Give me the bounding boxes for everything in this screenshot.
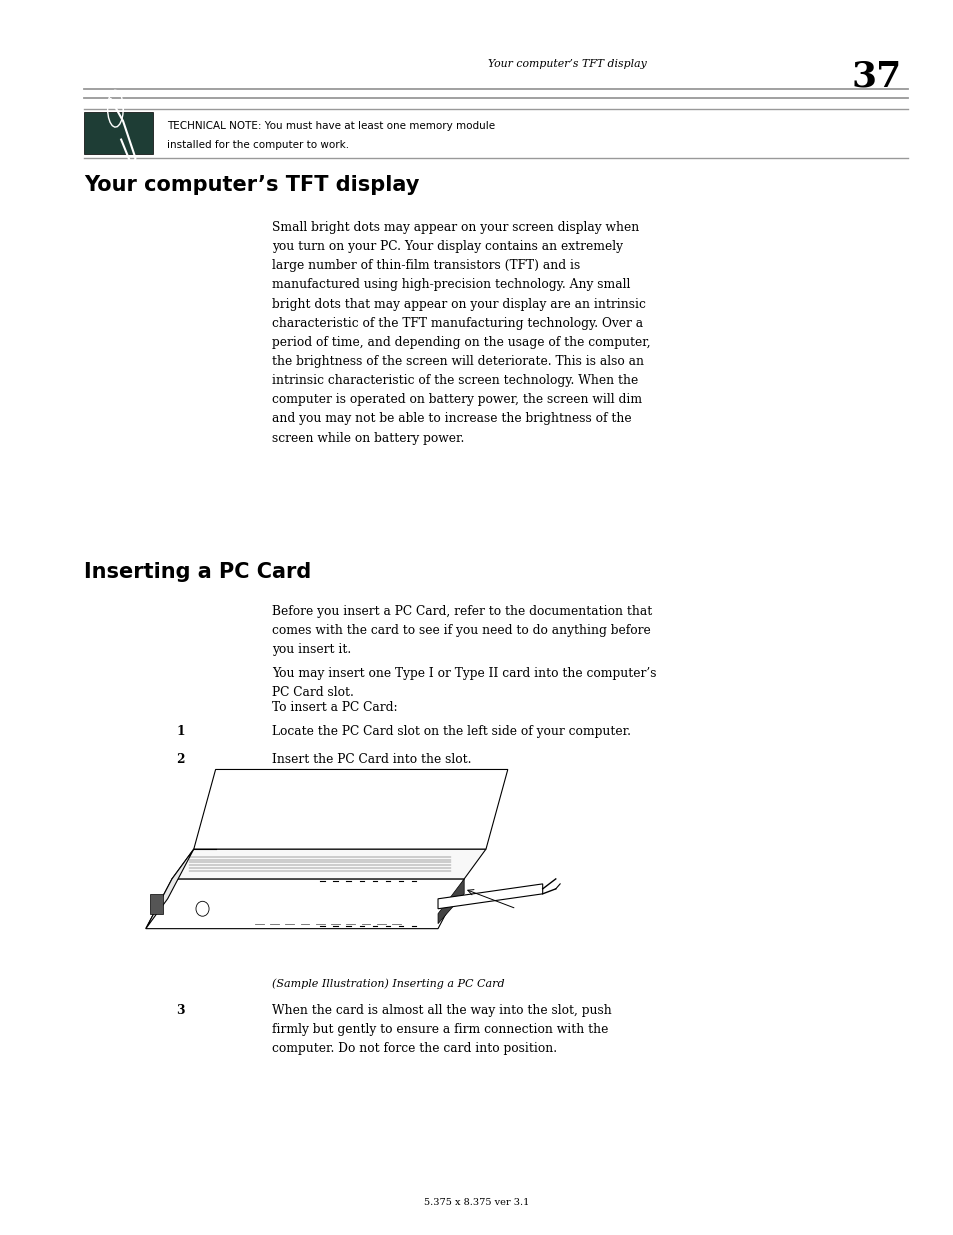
Text: TECHNICAL NOTE: You must have at least one memory module: TECHNICAL NOTE: You must have at least o…	[167, 121, 495, 131]
Text: comes with the card to see if you need to do anything before: comes with the card to see if you need t…	[272, 625, 650, 637]
Text: period of time, and depending on the usage of the computer,: period of time, and depending on the usa…	[272, 336, 650, 350]
Text: you turn on your PC. Your display contains an extremely: you turn on your PC. Your display contai…	[272, 240, 622, 253]
Text: Inserting a PC Card: Inserting a PC Card	[84, 562, 311, 582]
Text: bright dots that may appear on your display are an intrinsic: bright dots that may appear on your disp…	[272, 298, 645, 311]
Text: Before you insert a PC Card, refer to the documentation that: Before you insert a PC Card, refer to th…	[272, 605, 652, 619]
Text: Small bright dots may appear on your screen display when: Small bright dots may appear on your scr…	[272, 221, 639, 235]
Text: 37: 37	[850, 59, 901, 94]
Text: computer. Do not force the card into position.: computer. Do not force the card into pos…	[272, 1042, 557, 1056]
Text: computer is operated on battery power, the screen will dim: computer is operated on battery power, t…	[272, 393, 641, 406]
Text: you insert it.: you insert it.	[272, 643, 351, 657]
Polygon shape	[437, 879, 464, 924]
Text: screen while on battery power.: screen while on battery power.	[272, 432, 464, 445]
Text: and you may not be able to increase the brightness of the: and you may not be able to increase the …	[272, 412, 631, 426]
Text: large number of thin-film transistors (TFT) and is: large number of thin-film transistors (T…	[272, 259, 579, 273]
FancyBboxPatch shape	[84, 112, 152, 154]
Text: When the card is almost all the way into the slot, push: When the card is almost all the way into…	[272, 1004, 611, 1018]
Text: the brightness of the screen will deteriorate. This is also an: the brightness of the screen will deteri…	[272, 356, 643, 368]
Polygon shape	[146, 879, 464, 929]
Text: 1: 1	[176, 725, 185, 739]
Polygon shape	[146, 850, 193, 929]
Text: Your computer’s TFT display: Your computer’s TFT display	[84, 175, 419, 195]
Text: 3: 3	[176, 1004, 185, 1018]
Text: Your computer’s TFT display: Your computer’s TFT display	[488, 59, 646, 69]
Text: characteristic of the TFT manufacturing technology. Over a: characteristic of the TFT manufacturing …	[272, 317, 642, 330]
Text: To insert a PC Card:: To insert a PC Card:	[272, 701, 397, 715]
Polygon shape	[172, 850, 485, 879]
Text: manufactured using high-precision technology. Any small: manufactured using high-precision techno…	[272, 279, 630, 291]
Circle shape	[195, 902, 209, 916]
Text: intrinsic characteristic of the screen technology. When the: intrinsic characteristic of the screen t…	[272, 374, 638, 388]
Text: Insert the PC Card into the slot.: Insert the PC Card into the slot.	[272, 753, 471, 767]
Bar	[150, 894, 163, 914]
Text: 2: 2	[176, 753, 185, 767]
Polygon shape	[437, 884, 542, 909]
Text: You may insert one Type I or Type II card into the computer’s: You may insert one Type I or Type II car…	[272, 667, 656, 680]
Text: (Sample Illustration) Inserting a PC Card: (Sample Illustration) Inserting a PC Car…	[272, 978, 504, 989]
Text: Locate the PC Card slot on the left side of your computer.: Locate the PC Card slot on the left side…	[272, 725, 630, 739]
Text: installed for the computer to work.: installed for the computer to work.	[167, 140, 349, 149]
Polygon shape	[193, 769, 507, 850]
Text: 5.375 x 8.375 ver 3.1: 5.375 x 8.375 ver 3.1	[424, 1198, 529, 1207]
Text: firmly but gently to ensure a firm connection with the: firmly but gently to ensure a firm conne…	[272, 1023, 608, 1036]
Text: PC Card slot.: PC Card slot.	[272, 687, 354, 699]
